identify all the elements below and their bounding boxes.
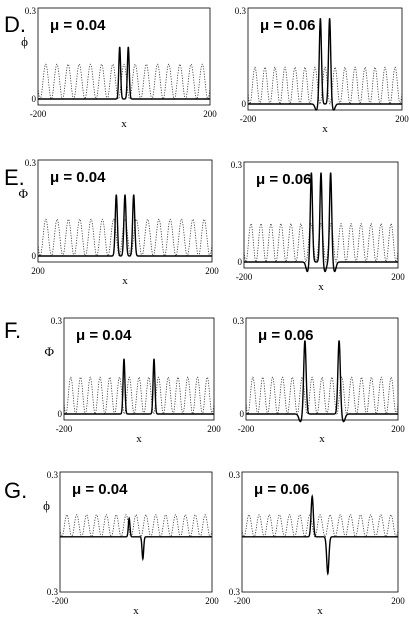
x-axis-label: x (317, 605, 323, 617)
y-axis-label: Φ (44, 344, 54, 359)
solution-curve (60, 516, 212, 562)
mu-label: μ = 0.04 (50, 17, 106, 34)
plot-frame (247, 7, 403, 111)
plot-g-1: μ = 0.04 0.3 0.3 ϕ -200 200 x (43, 470, 219, 617)
y-tick-top: 0.3 (25, 6, 37, 16)
x-tick-max: 200 (207, 424, 221, 434)
plot-frame (37, 159, 213, 263)
y-tick-top: 0.3 (25, 158, 37, 168)
solution-curve (38, 46, 210, 100)
x-axis-label: x (319, 433, 325, 445)
x-axis-label: x (133, 605, 139, 617)
x-tick-min: -200 (236, 272, 253, 282)
panel-label-f: F. (4, 318, 21, 343)
y-tick-bottom: 0.3 (229, 587, 241, 597)
mu-label: μ = 0.06 (260, 17, 315, 34)
plot-frame (245, 317, 399, 421)
y-tick-bottom: 0 (32, 94, 37, 104)
x-tick-max: 200 (203, 109, 217, 119)
y-tick-bottom: 0 (58, 409, 63, 419)
y-tick-top: 0.3 (231, 160, 243, 170)
mu-label: μ = 0.06 (254, 481, 309, 498)
y-axis-label: ϕ (43, 498, 50, 513)
x-tick-min: -200 (30, 109, 47, 119)
x-tick-min: 200 (31, 266, 45, 276)
x-tick-max: 200 (395, 114, 409, 124)
x-tick-min: -200 (238, 424, 255, 434)
mu-label: μ = 0.04 (50, 169, 106, 186)
y-tick-top: 0.3 (51, 316, 63, 326)
mu-label: μ = 0.04 (72, 481, 128, 498)
x-axis-label: x (136, 433, 142, 445)
y-tick-top: 0.3 (233, 316, 245, 326)
y-axis-label: ϕ (21, 34, 28, 49)
plot-frame (59, 471, 213, 593)
background-wave (245, 376, 399, 415)
x-axis-label: x (318, 281, 324, 293)
background-wave (247, 66, 403, 105)
x-tick-min: -200 (52, 596, 69, 606)
x-axis-label: x (121, 118, 127, 130)
plot-e-2: μ = 0.06 0.3 0 -200 200 x (231, 160, 406, 293)
solution-curve (244, 172, 398, 273)
background-wave (59, 514, 213, 538)
y-tick-top: 0.3 (229, 470, 241, 480)
mu-label: μ = 0.06 (256, 171, 311, 188)
panel-label-d: D. (4, 12, 26, 37)
y-tick-bottom: 0 (32, 251, 37, 261)
x-tick-max: 200 (391, 272, 405, 282)
mu-label: μ = 0.06 (258, 327, 313, 344)
y-tick-bottom: 0 (238, 257, 243, 267)
y-tick-bottom: 0 (240, 409, 245, 419)
x-axis-label: x (122, 275, 128, 287)
plot-d-1: μ = 0.04 0.3 0 ϕ -200 200 x (21, 6, 217, 130)
background-wave (241, 514, 399, 538)
plot-f-1: μ = 0.04 0.3 0 Φ -200 200 x (44, 316, 221, 445)
panel-label-e: E. (4, 165, 25, 190)
panel-label-g: G. (4, 478, 27, 503)
plot-frame (37, 7, 211, 106)
y-tick-top: 0.3 (47, 470, 59, 480)
x-tick-min: -200 (240, 114, 257, 124)
solution-curve (248, 18, 402, 111)
x-tick-min: -200 (56, 424, 73, 434)
y-tick-top: 0.3 (235, 6, 247, 16)
plot-e-1: μ = 0.04 0.3 0 Φ 200 200 x (18, 158, 219, 287)
x-tick-max: 200 (205, 596, 219, 606)
x-axis-label: x (322, 123, 328, 135)
background-wave (37, 218, 213, 257)
plot-f-2: μ = 0.06 0.3 0 -200 200 x (233, 316, 406, 445)
plot-frame (63, 317, 215, 421)
x-tick-max: 200 (391, 596, 405, 606)
background-wave (243, 222, 399, 263)
plot-frame (243, 161, 399, 269)
y-axis-label: Φ (18, 186, 28, 201)
y-tick-bottom: 0 (242, 99, 247, 109)
mu-label: μ = 0.04 (76, 327, 132, 344)
solution-curve (38, 194, 212, 257)
background-wave (63, 376, 215, 415)
x-tick-max: 200 (205, 266, 219, 276)
x-tick-min: -200 (234, 596, 251, 606)
y-tick-bottom: 0.3 (47, 587, 59, 597)
background-wave (37, 63, 211, 100)
plot-d-2: μ = 0.06 0.3 0 -200 200 x (235, 6, 409, 135)
solution-curve (64, 358, 214, 415)
x-tick-max: 200 (391, 424, 405, 434)
solution-curve (242, 493, 398, 576)
solution-curve (246, 340, 398, 423)
plot-frame (241, 471, 399, 593)
